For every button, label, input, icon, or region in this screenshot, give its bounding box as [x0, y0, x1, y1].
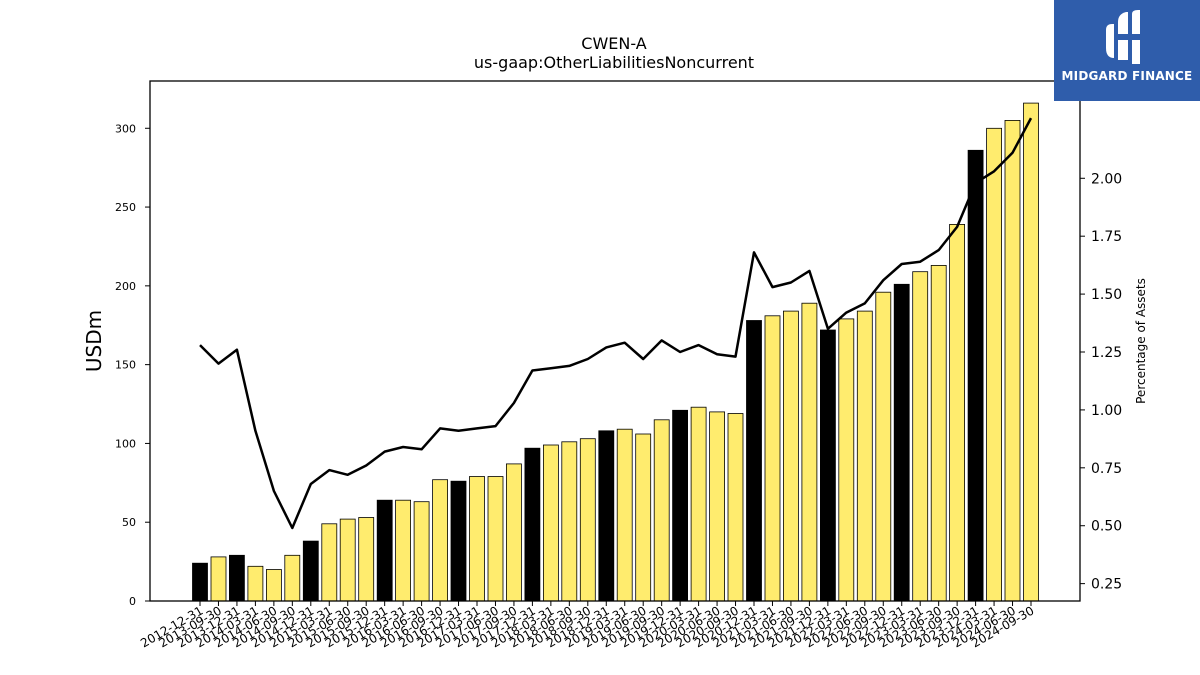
bar-2017-03-31 — [469, 476, 485, 602]
y-tick-label-50: 50 — [122, 516, 136, 529]
y2-tick-label-1.00: 1.00 — [1091, 403, 1122, 419]
bar-2020-12-31 — [746, 320, 762, 602]
bar-2023-03-31 — [912, 271, 929, 602]
bar-2024-06-30 — [1004, 120, 1021, 602]
bar-2022-09-30 — [875, 291, 892, 602]
bar-2020-06-30 — [709, 411, 725, 602]
bar-2015-06-30 — [339, 518, 356, 602]
y-axis-label: USDm — [82, 310, 106, 372]
y-tick-label-100: 100 — [115, 437, 136, 450]
bar-2024-09-30 — [1023, 102, 1039, 602]
bar-2016-09-30 — [432, 479, 449, 602]
bar-2021-06-30 — [783, 310, 799, 602]
bar-2023-09-30 — [949, 223, 965, 602]
bar-2016-03-31 — [395, 499, 412, 602]
bar-2021-09-30 — [801, 302, 818, 602]
midgard-logo-mark-icon — [1106, 10, 1140, 64]
y2-tick-label-0.50: 0.50 — [1091, 519, 1122, 535]
bar-2015-09-30 — [358, 517, 375, 602]
bar-2022-12-31 — [893, 283, 910, 602]
bar-2021-03-31 — [764, 315, 781, 602]
y2-tick-label-1.50: 1.50 — [1091, 287, 1122, 303]
y-tick-label-150: 150 — [115, 359, 136, 372]
y-tick-label-0: 0 — [129, 595, 136, 608]
bar-2014-06-30 — [265, 569, 282, 602]
bar-2014-12-31 — [302, 540, 319, 602]
bar-2017-12-31 — [524, 447, 541, 602]
bar-2021-12-31 — [820, 329, 836, 602]
y2-tick-label-1.25: 1.25 — [1091, 345, 1122, 361]
y2-tick-label-2.00: 2.00 — [1091, 171, 1122, 187]
bar-2020-03-31 — [690, 406, 707, 602]
bar-2018-03-31 — [543, 444, 559, 602]
bar-2016-12-31 — [450, 480, 467, 602]
bar-2014-03-31 — [247, 565, 264, 602]
chart-subtitle: us-gaap:OtherLiabilitiesNoncurrent — [474, 53, 754, 72]
bar-2022-06-30 — [856, 310, 873, 602]
bar-2014-09-30 — [284, 554, 301, 602]
chart-title: CWEN-A — [581, 34, 646, 53]
y2-axis-label: Percentage of Assets — [1134, 278, 1148, 404]
y2-tick-label-0.25: 0.25 — [1091, 577, 1122, 593]
y-tick-label-300: 300 — [115, 122, 136, 135]
y2-tick-label-0.75: 0.75 — [1091, 461, 1122, 477]
bar-2013-12-31 — [228, 554, 245, 602]
bar-2018-12-31 — [598, 430, 615, 602]
brand-logo: MIDGARD FINANCE — [1054, 0, 1200, 101]
y-tick-label-250: 250 — [115, 201, 136, 214]
bar-2024-03-31 — [986, 127, 1002, 602]
bar-2019-09-30 — [653, 419, 670, 602]
bar-2018-06-30 — [561, 441, 578, 602]
bar-2016-06-30 — [413, 501, 430, 602]
bar-2017-06-30 — [487, 476, 504, 602]
y2-tick-label-1.75: 1.75 — [1091, 229, 1122, 245]
line-group — [199, 117, 1033, 530]
bar-2019-03-31 — [616, 428, 633, 602]
bar-2013-09-30 — [210, 556, 227, 602]
bar-2019-06-30 — [635, 433, 652, 602]
bar-2015-03-31 — [321, 523, 338, 602]
bar-2017-09-30 — [505, 463, 522, 602]
bar-2012-12-31 — [192, 562, 208, 602]
bar-2015-12-31 — [376, 499, 393, 602]
plot-frame — [149, 80, 1081, 602]
brand-logo-text: MIDGARD FINANCE — [1061, 69, 1193, 83]
bar-2023-06-30 — [930, 264, 947, 602]
bar-2023-12-31 — [967, 149, 984, 602]
bar-2022-03-31 — [838, 318, 855, 602]
bar-2018-09-30 — [579, 438, 596, 602]
bar-2020-09-30 — [727, 413, 744, 602]
pct-of-assets-line — [199, 117, 1033, 530]
bars-group — [192, 102, 1039, 602]
y-tick-label-200: 200 — [115, 280, 136, 293]
bar-2019-12-31 — [672, 409, 688, 602]
